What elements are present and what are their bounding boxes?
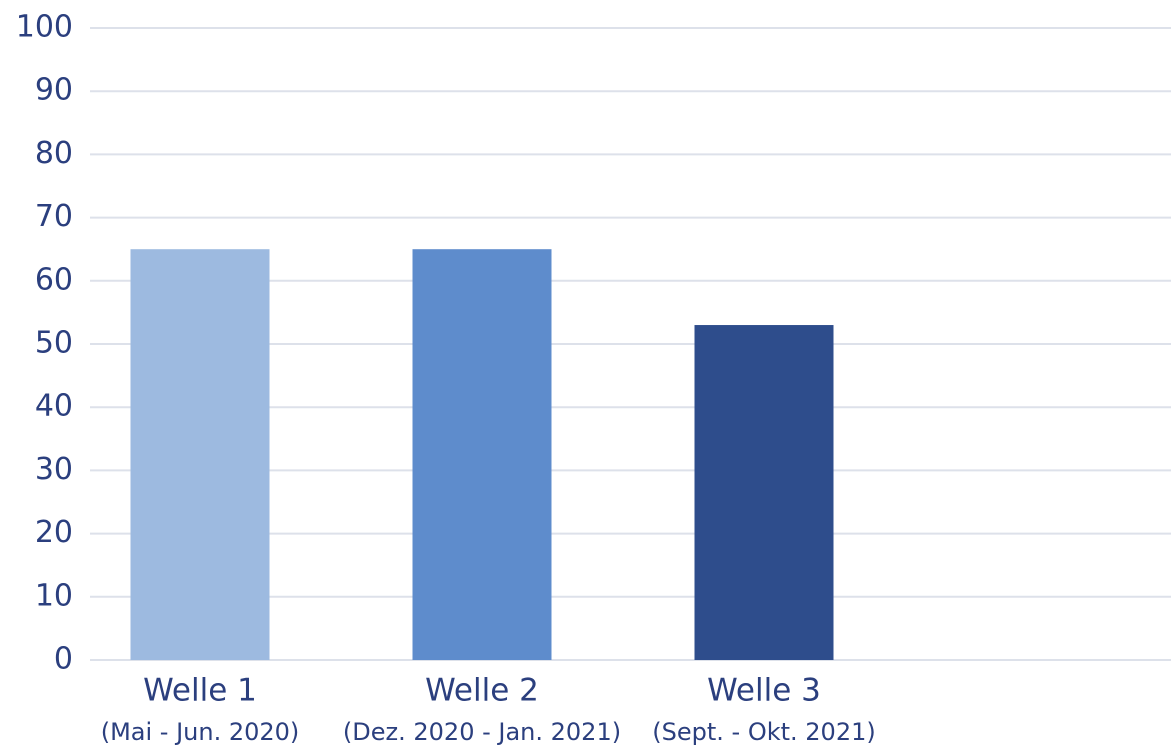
y-tick-label: 90: [35, 73, 73, 108]
bar: [412, 249, 552, 660]
x-tick-label: Welle 3: [707, 673, 821, 709]
y-tick-label: 70: [35, 199, 73, 234]
y-tick-label: 100: [16, 10, 73, 45]
y-tick-label: 10: [35, 578, 73, 613]
x-tick-label: Welle 1: [143, 673, 257, 709]
x-tick-sublabel: (Dez. 2020 - Jan. 2021): [343, 718, 621, 746]
x-tick-sublabel: (Sept. - Okt. 2021): [652, 718, 875, 746]
y-tick-label: 40: [35, 389, 73, 424]
x-tick-label: Welle 2: [425, 673, 539, 709]
y-tick-label: 0: [54, 642, 73, 677]
y-tick-label: 50: [35, 326, 73, 361]
y-tick-label: 80: [35, 136, 73, 171]
bar: [130, 249, 270, 660]
x-tick-sublabel: (Mai - Jun. 2020): [101, 718, 300, 746]
y-tick-label: 20: [35, 515, 73, 550]
y-tick-label: 60: [35, 262, 73, 297]
y-tick-label: 30: [35, 452, 73, 487]
bar: [694, 325, 834, 660]
